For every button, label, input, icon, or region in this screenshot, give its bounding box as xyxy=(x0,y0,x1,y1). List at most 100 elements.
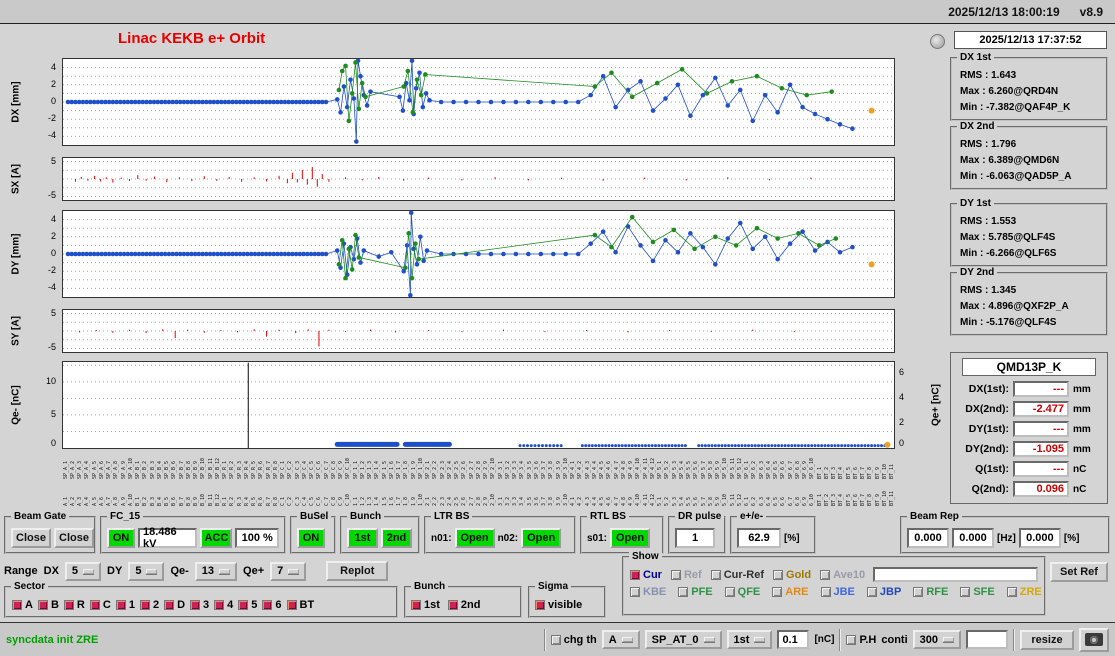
bpm-label: SP_4_3 4_3 xyxy=(584,460,591,506)
resize-button[interactable]: resize xyxy=(1020,629,1074,650)
bunch-mode-select[interactable]: 1st xyxy=(726,630,773,649)
busel-on-button[interactable]: ON xyxy=(297,528,325,548)
replot-button[interactable]: Replot xyxy=(326,561,389,581)
checkbox-1[interactable]: 1 xyxy=(115,599,135,611)
set-ref-button[interactable]: Set Ref xyxy=(1050,562,1108,582)
checkbox-jbp[interactable]: JBP xyxy=(866,586,901,598)
checkbox-b[interactable]: B xyxy=(37,599,59,611)
checkbox-sfe[interactable]: SFE xyxy=(960,586,995,598)
option-menu-bar xyxy=(219,568,231,574)
range-select-qeplus[interactable]: 7 xyxy=(270,561,307,581)
interval-input[interactable] xyxy=(966,630,1008,649)
status-bar: syncdata init ZRE chg th A SP_AT_0 1st [… xyxy=(0,622,1115,656)
checkbox-zre[interactable]: ZRE xyxy=(1006,586,1042,598)
beam-gate-close-button-1[interactable]: Close xyxy=(11,528,51,548)
option-menu-bar xyxy=(703,637,715,642)
checkbox-are[interactable]: ARE xyxy=(772,586,809,598)
checkbox-box xyxy=(846,634,857,645)
bunch-2nd-button[interactable]: 2nd xyxy=(381,528,412,548)
checkbox-ref[interactable]: Ref xyxy=(670,569,702,581)
interval-select[interactable]: 300 xyxy=(912,630,961,649)
checkbox-2[interactable]: 2 xyxy=(139,599,159,611)
qe-tick: 10 xyxy=(45,375,56,386)
bunch-sel-items: 1st 2nd xyxy=(406,588,520,616)
show-group: Show Cur Ref Cur-Ref Gold Ave10 KBE PFE QFE ARE… xyxy=(622,551,1046,616)
checkbox-6[interactable]: 6 xyxy=(262,599,282,611)
bunch-1st-button[interactable]: 1st xyxy=(347,528,378,548)
screenshot-button[interactable] xyxy=(1079,627,1109,652)
checkbox-bt[interactable]: BT xyxy=(286,599,314,611)
checkbox-chg-th[interactable]: chg th xyxy=(550,634,597,646)
range-select-dy[interactable]: 5 xyxy=(128,561,165,581)
rtl-s01-label: s01: xyxy=(587,532,608,544)
bpm-label: SP_A_5 A_5 xyxy=(91,460,98,506)
bpm-select[interactable]: SP_AT_0 xyxy=(644,630,722,649)
range-select-qeminus[interactable]: 13 xyxy=(194,561,238,581)
show-row2: KBE PFE QFE ARE JBE JBP RFE SFE ZRE xyxy=(630,586,1042,598)
checkbox-5[interactable]: 5 xyxy=(238,599,257,611)
dx-plot[interactable] xyxy=(62,58,895,146)
fc15-acc-button[interactable]: ACC xyxy=(200,528,233,548)
bpm-label: SP_2_6 2_6 xyxy=(461,460,468,506)
rtl-s01-open-button[interactable]: Open xyxy=(610,528,651,548)
bpm-label: BT_7 BT_7 xyxy=(860,466,867,506)
monitor-name-field[interactable]: QMD13P_K xyxy=(962,358,1096,376)
sector-select[interactable]: A xyxy=(601,630,640,649)
sx-tick: -5 xyxy=(47,190,56,200)
ratio-readout: 62.9 xyxy=(737,528,781,548)
checkbox-pfe[interactable]: PFE xyxy=(678,586,713,598)
checkbox-cur-ref[interactable]: Cur-Ref xyxy=(710,569,764,581)
range-select-dx[interactable]: 5 xyxy=(64,561,102,581)
sx-plot[interactable] xyxy=(62,157,895,201)
qe-plot[interactable] xyxy=(62,361,895,449)
checkbox-4[interactable]: 4 xyxy=(214,599,233,611)
checkbox-ave10[interactable]: Ave10 xyxy=(820,569,865,581)
bpm-label: SP_2_3 2_3 xyxy=(439,460,446,506)
checkbox-3[interactable]: 3 xyxy=(190,599,209,611)
checkbox-visible[interactable]: visible xyxy=(535,599,582,611)
bpm-label: SP_1_9 1_9 xyxy=(410,460,417,506)
bpm-label: SP_3_2 3_2 xyxy=(504,460,511,506)
checkbox-a[interactable]: A xyxy=(12,599,33,611)
bpm-label: SP_2_4 2_4 xyxy=(446,460,453,506)
checkbox-gold[interactable]: Gold xyxy=(773,569,811,581)
stat-rms: RMS : 1.345 xyxy=(960,285,1017,296)
bpm-label: BT_11 BT_11 xyxy=(889,463,895,506)
checkbox-ph[interactable]: P.H xyxy=(846,634,876,646)
busel-label: BuSel xyxy=(297,511,332,523)
checkbox-kbe[interactable]: KBE xyxy=(630,586,666,598)
bpm-label: SP_5_12 5_12 xyxy=(736,457,743,506)
bpm-label: BT_5 BT_5 xyxy=(845,466,852,506)
range-row: Range DX 5 DY 5 Qe- 13 Qe+ 7 Replot xyxy=(4,560,389,582)
checkbox-jbe[interactable]: JBE xyxy=(820,586,855,598)
ref-name-input[interactable] xyxy=(873,567,1038,582)
fc15-on-button[interactable]: ON xyxy=(107,528,135,548)
bpm-label: SP_4_8 4_8 xyxy=(620,460,627,506)
checkbox-d[interactable]: D xyxy=(164,599,185,611)
beam-gate-close-button-2[interactable]: Close xyxy=(54,528,94,548)
monitor-row: Q(1st): --- nC xyxy=(951,459,1107,479)
page-title: Linac KEKB e+ Orbit xyxy=(118,30,266,47)
checkbox-rfe[interactable]: RFE xyxy=(913,586,948,598)
checkbox-cur[interactable]: Cur xyxy=(630,569,662,581)
dy-plot[interactable] xyxy=(62,210,895,298)
dr-pulse-field[interactable]: 1 xyxy=(675,528,715,548)
ltr-n01-open-button[interactable]: Open xyxy=(454,528,495,548)
checkbox-qfe[interactable]: QFE xyxy=(724,586,760,598)
sy-plot[interactable] xyxy=(62,309,895,353)
stat-max: Max : 5.785@QLF4S xyxy=(960,232,1056,243)
threshold-input[interactable] xyxy=(777,630,810,649)
separator xyxy=(1013,628,1015,651)
bpm-label: SP_3_4 3_4 xyxy=(519,460,526,506)
checkbox-c[interactable]: C xyxy=(89,599,111,611)
bpm-label: BT_6 BT_6 xyxy=(852,466,859,506)
checkbox-r[interactable]: R xyxy=(63,599,85,611)
qe-tick: 0 xyxy=(50,438,56,448)
monitor-row-label: DY(2nd): xyxy=(965,443,1009,455)
ltr-n02-open-button[interactable]: Open xyxy=(521,528,562,548)
checkbox-text: Gold xyxy=(786,568,812,581)
checkbox-1st[interactable]: 1st xyxy=(411,599,440,611)
checkbox-text: 2nd xyxy=(460,599,481,611)
checkbox-2nd[interactable]: 2nd xyxy=(447,599,481,611)
